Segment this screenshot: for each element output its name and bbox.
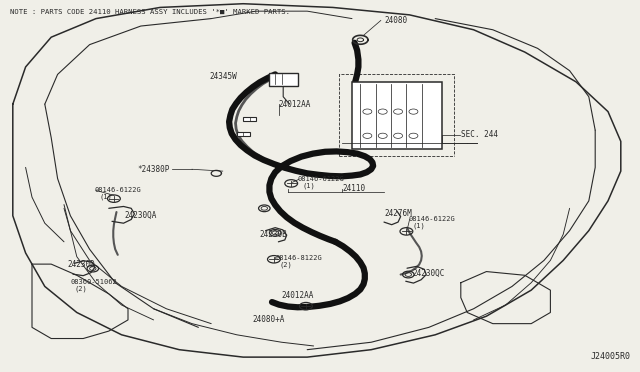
Text: (1): (1) [99, 194, 112, 201]
Text: 24110: 24110 [342, 185, 365, 193]
Text: 24080+A: 24080+A [253, 315, 285, 324]
Text: 24012AA: 24012AA [278, 100, 311, 109]
Text: 24230QA: 24230QA [125, 211, 157, 220]
Bar [269, 73, 298, 86]
Text: (1): (1) [413, 223, 426, 230]
Text: (2): (2) [280, 261, 292, 268]
Text: 24230QC: 24230QC [413, 269, 445, 278]
Text: (2): (2) [75, 285, 88, 292]
Text: J24005R0: J24005R0 [590, 352, 630, 361]
Text: (1): (1) [302, 183, 315, 189]
Text: 24230B: 24230B [259, 230, 287, 239]
Text: 24345W: 24345W [209, 72, 237, 81]
Text: 24012AA: 24012AA [282, 291, 314, 300]
Text: 08146-6122G: 08146-6122G [408, 217, 455, 222]
Bar [237, 132, 250, 136]
Bar [243, 117, 256, 121]
Text: 24230D: 24230D [67, 260, 95, 269]
Text: 08146-6122G: 08146-6122G [95, 187, 141, 193]
Text: NOTE : PARTS CODE 24110 HARNESS ASSY INCLUDES '*■' MARKED PARTS.: NOTE : PARTS CODE 24110 HARNESS ASSY INC… [10, 9, 290, 15]
Text: SEC. 244: SEC. 244 [461, 130, 498, 139]
Text: 08360-51062: 08360-51062 [70, 279, 117, 285]
Bar [352, 82, 442, 149]
Text: *24380P: *24380P [137, 165, 170, 174]
Text: 08146-8122G: 08146-8122G [275, 255, 322, 261]
Text: 24276M: 24276M [384, 209, 412, 218]
Text: 24080: 24080 [384, 16, 407, 25]
Text: 08146-6122G: 08146-6122G [298, 176, 344, 182]
